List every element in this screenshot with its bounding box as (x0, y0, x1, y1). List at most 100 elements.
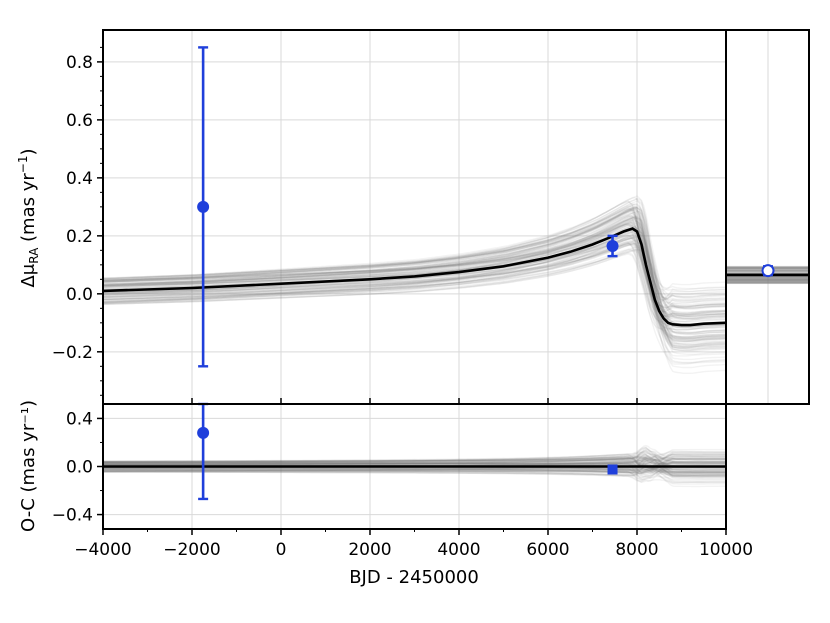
posterior-draw-line (103, 234, 726, 313)
posterior-draw-line (103, 234, 726, 308)
posterior-draw-line (103, 237, 726, 328)
posterior-draw-line (103, 218, 726, 342)
posterior-draw-residual-line (103, 456, 726, 477)
posterior-draw-residual-line (103, 463, 726, 476)
posterior-draw-line (103, 206, 726, 336)
posterior-draw-line (103, 239, 726, 339)
posterior-draw-line (103, 209, 726, 331)
posterior-draw-residual-line (103, 449, 726, 476)
posterior-draw-line (103, 211, 726, 304)
data-marker-square (607, 464, 618, 475)
posterior-draw-line (103, 243, 726, 308)
top-y-tick-label: 0.2 (66, 227, 93, 247)
posterior-draw-residual-line (103, 456, 726, 466)
posterior-draw-residual-line (103, 462, 726, 473)
posterior-draw-line (103, 216, 726, 348)
posterior-draw-line (103, 208, 726, 338)
data-marker-circle (197, 426, 210, 439)
posterior-draw-residual-line (103, 466, 726, 474)
top-data-points (197, 46, 619, 368)
posterior-draw-residual-line (103, 447, 726, 464)
posterior-draw-line (103, 237, 726, 342)
posterior-draw-residual-line (103, 462, 726, 473)
bottom-x-tick-label: 4000 (437, 540, 480, 560)
posterior-draw-residual-line (103, 451, 726, 469)
posterior-draw-line (103, 209, 726, 316)
inset-panel (725, 29, 810, 405)
bottom-x-tick-label: 8000 (615, 540, 658, 560)
posterior-draw-line (103, 227, 726, 319)
posterior-draw-residual-line (103, 462, 726, 476)
posterior-draw-line (103, 222, 726, 318)
posterior-draw-line (103, 235, 726, 329)
posterior-draw-residual-line (103, 453, 726, 468)
posterior-draw-line (103, 203, 726, 308)
bottom-y-tick-label: −0.4 (52, 506, 93, 526)
posterior-draw-line (103, 240, 726, 317)
posterior-draw-line (103, 235, 726, 328)
posterior-draw-line (103, 207, 726, 326)
posterior-draw-line (103, 197, 726, 310)
bottom-x-tick-label: 6000 (526, 540, 569, 560)
posterior-draw-line (103, 215, 726, 350)
top-y-tick-label: 0.4 (66, 169, 93, 189)
posterior-draw-line (103, 224, 726, 351)
posterior-draw-residual-line (103, 456, 726, 478)
x-axis-label: BJD - 2450000 (349, 567, 479, 588)
inset-data-point (761, 264, 775, 278)
bottom-y-ticks: −0.4 0.0 0.4 (52, 409, 103, 526)
inset-panel-frame (725, 29, 810, 405)
posterior-draw-line (103, 227, 726, 332)
posterior-draw-line (103, 206, 726, 327)
bottom-x-ticks: −4000 −2000 0 2000 4000 6000 8000 10000 (74, 529, 753, 560)
posterior-draw-residual-line (103, 467, 726, 474)
posterior-draw-residual-line (103, 448, 726, 463)
posterior-draw-residual-line (103, 464, 726, 482)
data-marker-open-circle (761, 264, 775, 278)
bottom-panel: −0.4 0.0 0.4 −4000 −2000 0 2000 4000 6000 8000 10… (18, 400, 753, 588)
posterior-draw-residual-line (103, 455, 726, 466)
posterior-draw-line (103, 241, 726, 365)
posterior-draw-residual-line (103, 469, 726, 475)
posterior-draw-line (103, 217, 726, 299)
posterior-draw-residual-line (103, 464, 726, 481)
top-data-point (606, 234, 619, 258)
posterior-draw-residual-line (103, 453, 726, 465)
posterior-draw-line (103, 244, 726, 316)
posterior-draw-residual-line (103, 460, 726, 478)
posterior-draw-residual-line (103, 461, 726, 477)
posterior-draw-line (103, 236, 726, 302)
bottom-x-tick-label: 0 (276, 540, 287, 560)
posterior-draw-line (103, 232, 726, 293)
posterior-draw-line (103, 205, 726, 347)
bottom-panel-frame (102, 403, 727, 530)
posterior-draw-residual-line (103, 455, 726, 465)
posterior-draw-line (103, 229, 726, 310)
posterior-draw-line (103, 208, 726, 343)
posterior-draw-residual-line (103, 457, 726, 474)
top-y-axis-label: ΔμRA (mas yr−1) (16, 148, 41, 287)
bottom-x-tick-label: 2000 (348, 540, 391, 560)
posterior-draw-residual-line (103, 458, 726, 471)
posterior-draw-line (103, 251, 726, 331)
posterior-draw-line (103, 234, 726, 364)
posterior-draw-residual-line (103, 452, 726, 467)
posterior-draw-line (103, 216, 726, 330)
posterior-draw-residual-line (103, 458, 726, 474)
top-y-tick-label: 0.6 (66, 111, 93, 131)
posterior-draw-line (103, 233, 726, 328)
posterior-draw-line (103, 248, 726, 340)
top-y-tick-label: 0.8 (66, 53, 93, 73)
posterior-draw-line (103, 241, 726, 314)
posterior-draw-line (103, 223, 726, 339)
posterior-draw-residual-line (103, 461, 726, 475)
posterior-draw-residual-line (103, 455, 726, 476)
posterior-draw-line (103, 224, 726, 323)
posterior-draw-residual-line (103, 469, 726, 480)
top-data-point (197, 46, 210, 368)
posterior-draw-residual-line (103, 458, 726, 468)
posterior-draw-residual-line (103, 459, 726, 477)
posterior-draw-residual-line (103, 460, 726, 473)
posterior-draw-residual-line (103, 449, 726, 465)
